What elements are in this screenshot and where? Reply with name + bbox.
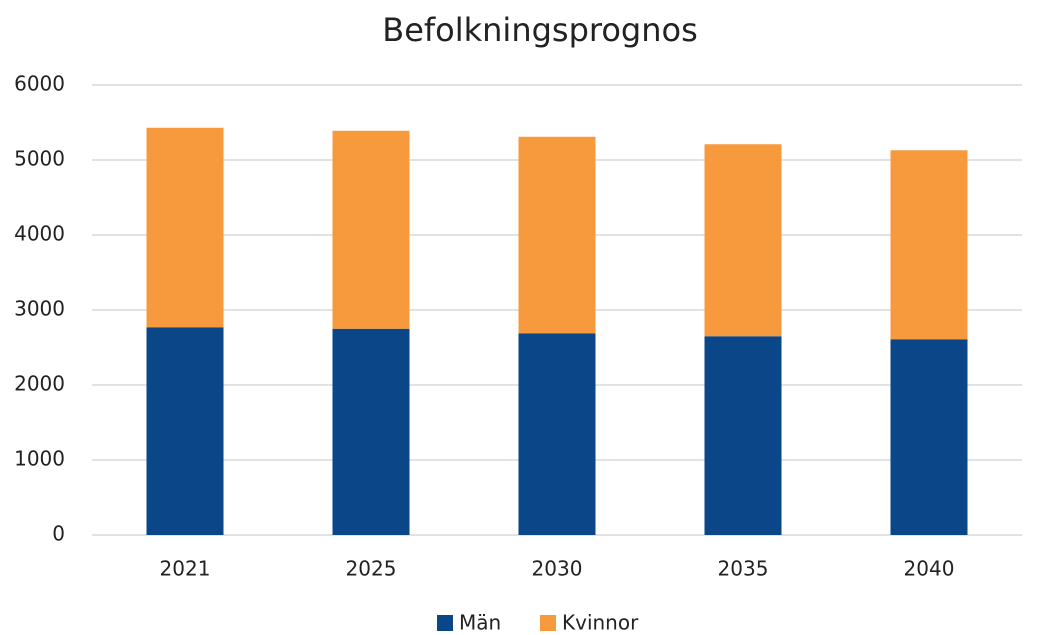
y-tick-label: 3000 [14, 297, 65, 321]
x-tick-label: 2030 [532, 557, 583, 581]
y-tick-label: 0 [52, 522, 65, 546]
x-tick-label: 2025 [346, 557, 397, 581]
y-tick-label: 6000 [14, 72, 65, 96]
x-tick-label: 2021 [160, 557, 211, 581]
bar-segment [890, 339, 968, 535]
bar-segment [704, 144, 782, 337]
bar-segment [146, 327, 224, 535]
legend-swatch [437, 615, 453, 631]
y-tick-label: 2000 [14, 372, 65, 396]
x-tick-label: 2040 [904, 557, 955, 581]
legend-swatch [540, 615, 556, 631]
y-tick-label: 1000 [14, 447, 65, 471]
legend-label: Kvinnor [562, 611, 639, 635]
bar-segment [518, 333, 596, 535]
y-tick-label: 5000 [14, 147, 65, 171]
bar-segment [332, 130, 410, 329]
chart-title: Befolkningsprognos [382, 11, 698, 49]
legend-label: Män [459, 611, 501, 635]
bar-segment [146, 127, 224, 328]
bar-segment [704, 336, 782, 535]
bar-segment [890, 150, 968, 340]
x-tick-label: 2035 [718, 557, 769, 581]
y-tick-label: 4000 [14, 222, 65, 246]
bar-segment [518, 136, 596, 334]
bar-segment [332, 328, 410, 535]
